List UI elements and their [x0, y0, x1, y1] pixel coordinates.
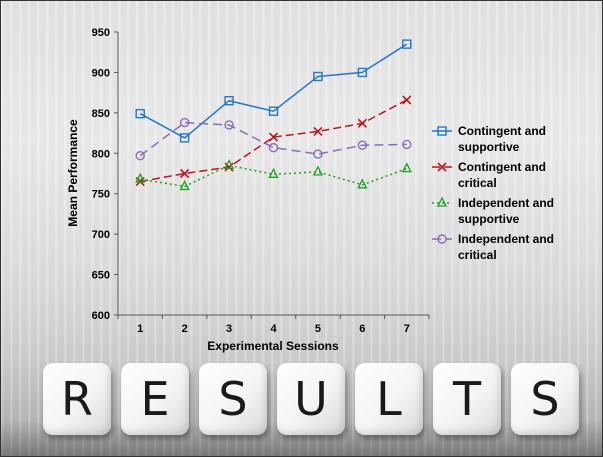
- axes: 600 650 700 750 800 850 900 950 1 2 3 4 5 6 7: [92, 27, 430, 335]
- legend-label: Independent and: [458, 232, 554, 246]
- x-tick-label: 6: [359, 323, 365, 335]
- x-tick-label: 7: [404, 323, 410, 335]
- data-point: [436, 196, 448, 207]
- die-letter: U: [277, 363, 345, 435]
- data-point: [437, 126, 447, 136]
- data-point: [135, 172, 146, 183]
- data-point: [357, 140, 368, 150]
- series-lines: [135, 39, 412, 191]
- data-point: [224, 96, 234, 106]
- y-tick-label: 850: [92, 108, 110, 120]
- y-tick-label: 900: [92, 67, 110, 79]
- data-point: [437, 162, 447, 172]
- series-contingent-and-critical: [135, 95, 412, 187]
- die-letter: R: [43, 363, 111, 435]
- data-point: [135, 108, 145, 119]
- y-tick-label: 650: [92, 270, 110, 282]
- series-contingent-and-supportive: [135, 39, 412, 143]
- series-line: [140, 164, 408, 188]
- y-tick-label: 750: [92, 189, 110, 201]
- legend-label: Contingent and: [458, 160, 546, 174]
- y-tick-label: 950: [92, 27, 110, 39]
- data-point: [179, 117, 190, 128]
- y-tick-label: 700: [92, 229, 110, 241]
- data-point-stroke: [357, 118, 367, 128]
- series-line: [139, 43, 408, 139]
- die-letter: T: [433, 363, 501, 435]
- data-point: [402, 139, 412, 150]
- data-point: [224, 120, 234, 130]
- series-independent-and-supportive: [135, 158, 412, 191]
- series-line: [139, 121, 407, 157]
- legend-label: Independent and: [458, 196, 554, 210]
- legend-entry: Contingent and critical: [432, 160, 546, 190]
- data-point: [402, 39, 412, 49]
- legend-label: critical: [458, 176, 497, 190]
- data-point: [268, 142, 279, 153]
- data-point: [402, 95, 412, 105]
- data-point: [357, 67, 368, 78]
- data-point-stroke: [402, 95, 412, 105]
- data-point: [401, 162, 412, 173]
- legend-label: supportive: [458, 140, 520, 154]
- results-dice: R E S U L T S: [1, 361, 602, 456]
- data-point: [312, 165, 323, 176]
- legend-label: supportive: [458, 212, 520, 226]
- data-point: [437, 234, 447, 244]
- x-tick-label: 5: [315, 323, 321, 335]
- die-letter: S: [199, 363, 267, 435]
- data-point: [179, 179, 190, 191]
- data-point-stroke: [313, 126, 323, 137]
- data-point: [268, 106, 279, 116]
- x-tick-label: 2: [182, 323, 188, 335]
- data-point-stroke: [268, 132, 279, 142]
- y-axis-label: Mean Performance: [66, 119, 80, 227]
- die-letter: S: [511, 363, 579, 435]
- data-point-stroke: [437, 162, 447, 172]
- legend-entry: Contingent and supportive: [432, 124, 546, 154]
- data-point: [268, 167, 279, 178]
- legend-label: Contingent and: [458, 124, 546, 138]
- x-tick-label: 4: [270, 323, 277, 335]
- legend-entry: Independent and supportive: [432, 196, 554, 226]
- legend-entry: Independent and critical: [432, 232, 554, 262]
- x-tick-label: 3: [226, 323, 232, 335]
- data-point: [313, 126, 323, 137]
- y-tick-label: 600: [92, 310, 110, 322]
- x-tick-label: 1: [137, 323, 143, 335]
- data-point: [357, 178, 368, 189]
- die-letter: E: [121, 363, 189, 435]
- data-point: [179, 133, 190, 143]
- die-letter: L: [355, 363, 423, 435]
- x-axis-label: Experimental Sessions: [207, 339, 339, 353]
- legend: Contingent and supportive Contingent and cr…: [432, 124, 554, 262]
- data-point: [180, 168, 190, 179]
- data-point: [268, 132, 279, 142]
- data-point-stroke: [180, 168, 190, 179]
- data-point: [313, 71, 323, 82]
- line-chart: 600 650 700 750 800 850 900 950 1 2 3 4 5 6 7 Continge…: [66, 27, 554, 353]
- series-independent-and-critical: [135, 117, 412, 161]
- data-point: [357, 118, 367, 128]
- data-point: [135, 151, 145, 161]
- y-tick-label: 800: [92, 148, 110, 160]
- legend-label: critical: [458, 248, 497, 262]
- data-point: [224, 158, 235, 170]
- data-point: [313, 149, 323, 159]
